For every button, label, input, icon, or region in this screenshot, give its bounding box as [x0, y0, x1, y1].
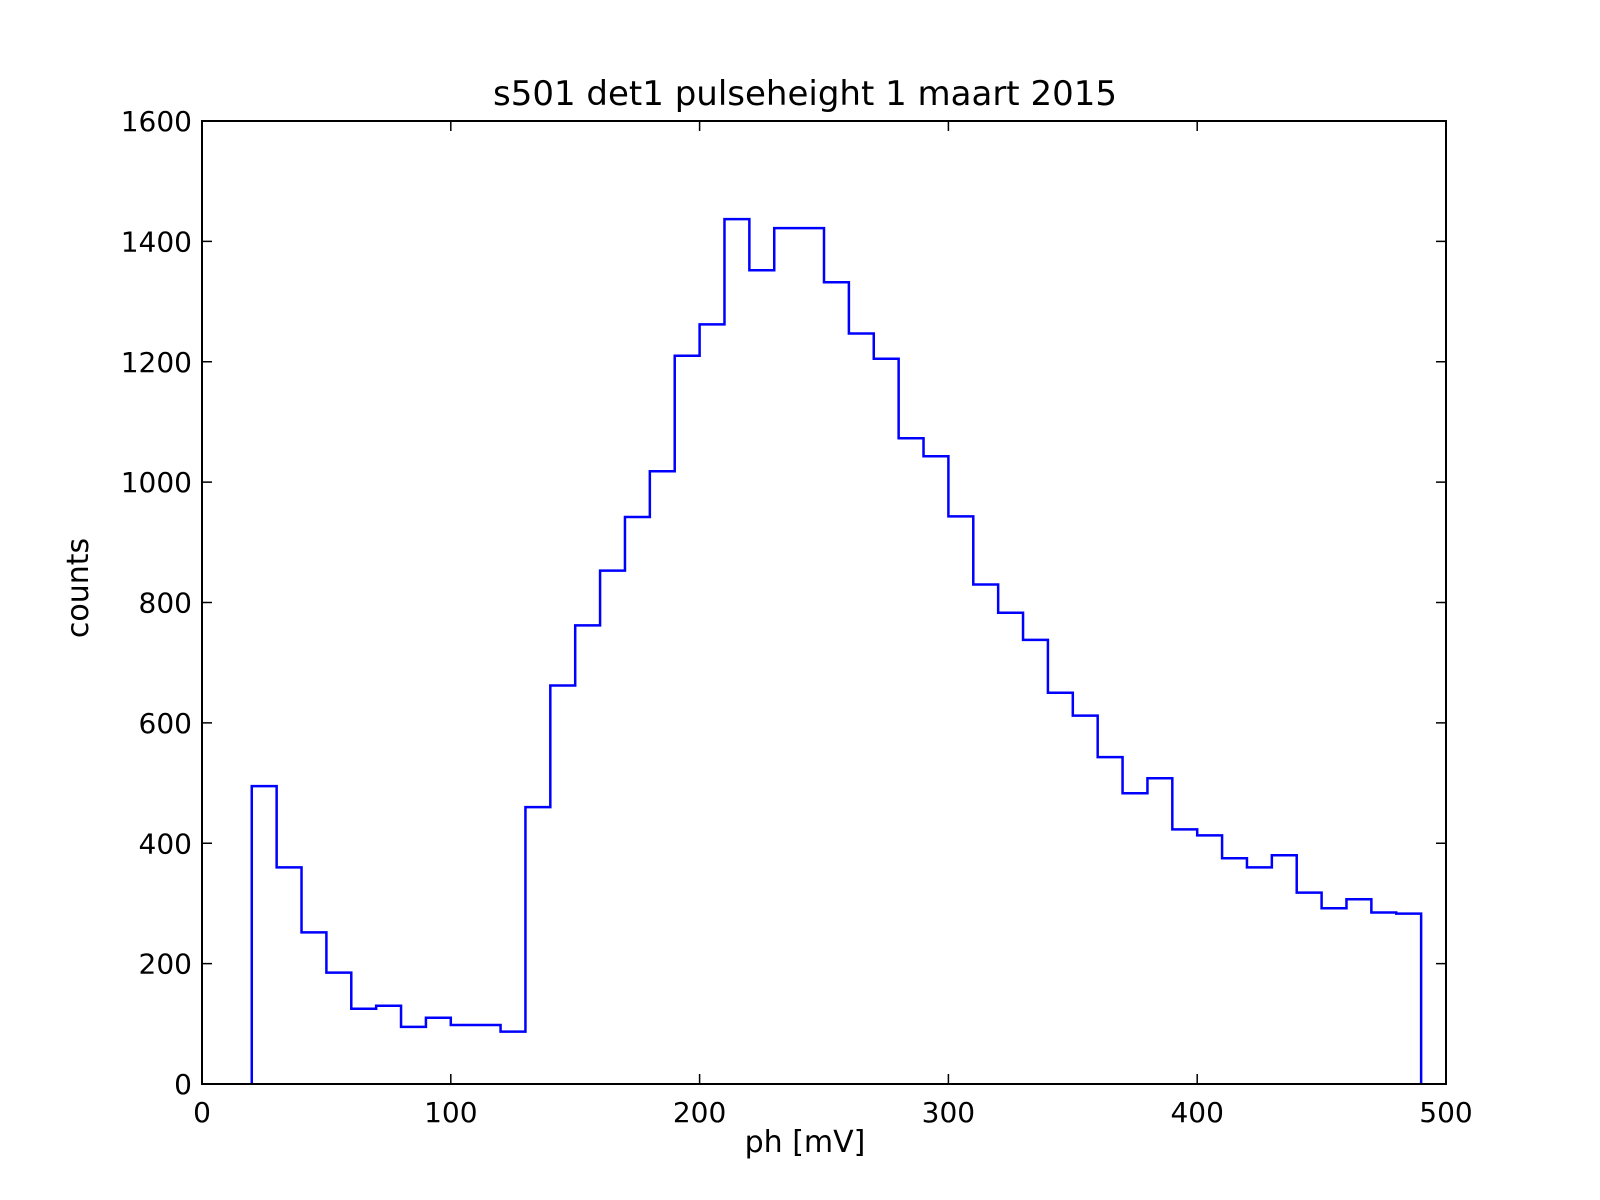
y-tick-label: 400 — [139, 827, 192, 860]
histogram-step-line — [250, 217, 1423, 1084]
x-axis-label: ph [mV] — [745, 1125, 866, 1160]
chart-title: s501 det1 pulseheight 1 maart 2015 — [493, 74, 1117, 114]
plot-frame — [201, 120, 1447, 1085]
x-tick-label: 100 — [424, 1096, 477, 1129]
y-axis-label: counts — [61, 538, 96, 638]
y-tick-label: 600 — [139, 707, 192, 740]
y-tick-label: 0 — [174, 1068, 192, 1101]
x-tick-label: 300 — [922, 1096, 975, 1129]
y-tick-label: 1600 — [121, 105, 192, 138]
axis-tick-labels: 0 100 200 300 400 500 0 200 400 600 800 1000 1200 140… — [121, 105, 1473, 1129]
x-tick-label: 0 — [193, 1096, 211, 1129]
y-tick-label: 1000 — [121, 466, 192, 499]
y-tick-label: 1400 — [121, 225, 192, 258]
y-tick-label: 800 — [139, 587, 192, 620]
x-tick-label: 400 — [1170, 1096, 1223, 1129]
x-tick-label: 500 — [1419, 1096, 1472, 1129]
x-tick-label: 200 — [673, 1096, 726, 1129]
y-tick-label: 1200 — [121, 346, 192, 379]
y-tick-label: 200 — [139, 948, 192, 981]
